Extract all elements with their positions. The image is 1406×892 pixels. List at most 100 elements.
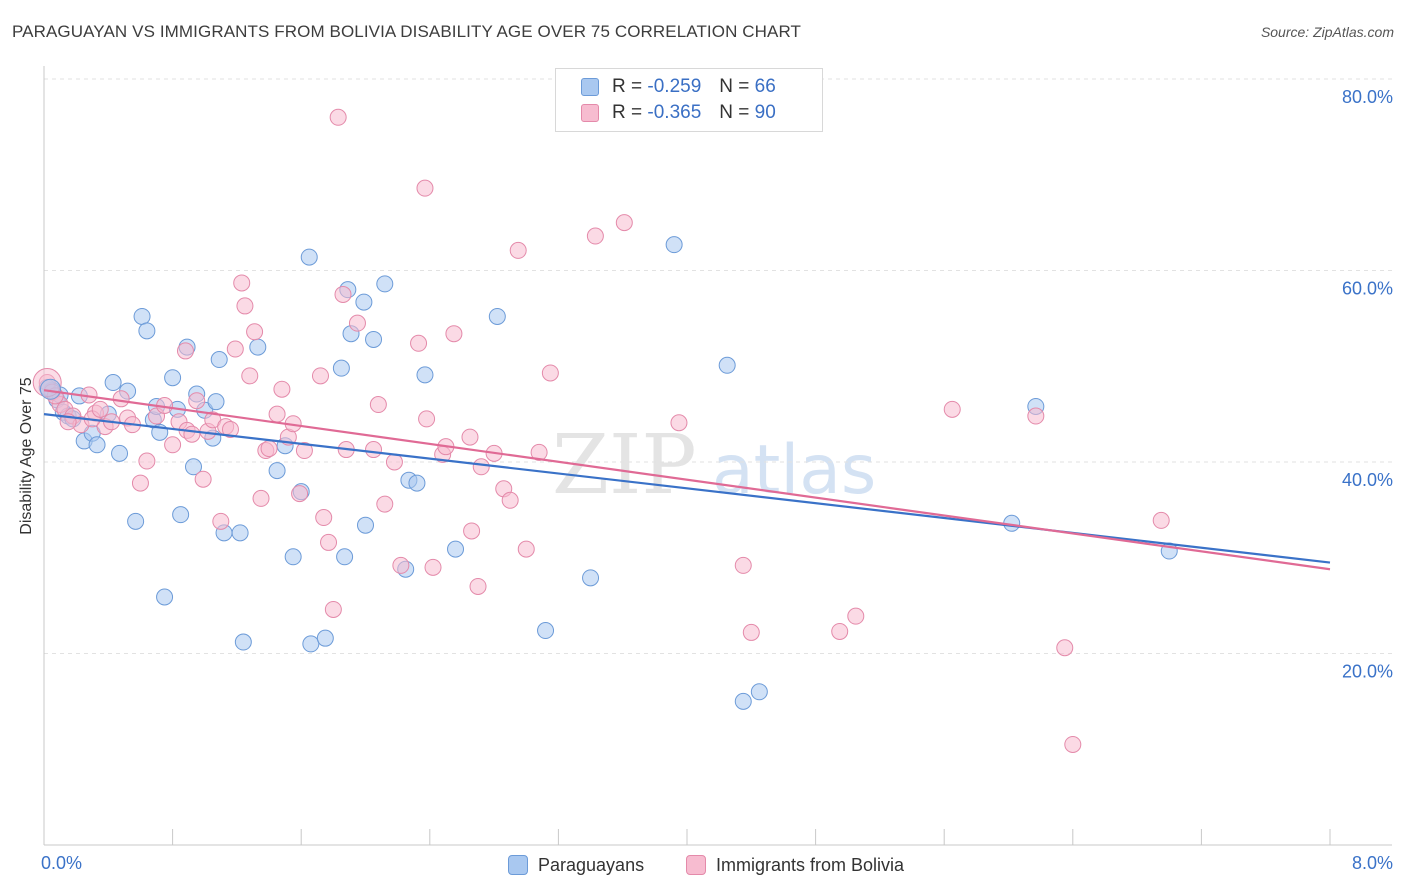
- bolivia-point: [246, 323, 264, 341]
- legend-n-label: N =: [719, 102, 750, 123]
- x-tick-label: 0.0%: [41, 853, 82, 873]
- chart-title: PARAGUAYAN VS IMMIGRANTS FROM BOLIVIA DI…: [12, 22, 802, 41]
- bolivia-point: [348, 314, 366, 332]
- bolivia-point: [472, 458, 490, 476]
- bolivia-point: [742, 623, 760, 641]
- bolivia-point: [517, 540, 535, 558]
- bolivia-point: [392, 556, 410, 574]
- bottom-legend-swatch-paraguayans: [508, 855, 528, 875]
- paraguayan-point: [268, 462, 286, 480]
- paraguayan-point: [665, 236, 683, 254]
- bolivia-point: [847, 607, 865, 625]
- bolivia-point: [416, 179, 434, 197]
- paraguayan-point: [488, 307, 506, 325]
- bolivia-point: [670, 414, 688, 432]
- paraguayan-point: [734, 692, 752, 710]
- bolivia-point: [221, 420, 239, 438]
- bolivia-point: [501, 491, 519, 509]
- legend-n-value: 66: [754, 76, 776, 97]
- y-tick-label: 40.0%: [1342, 470, 1393, 490]
- paraguayan-point: [88, 436, 106, 454]
- paraguayan-point: [111, 444, 129, 462]
- bolivia-point: [365, 441, 383, 459]
- bolivia-point: [320, 533, 338, 551]
- paraguayan-point: [133, 307, 151, 325]
- bolivia-point: [315, 509, 333, 527]
- bolivia-point: [530, 443, 548, 461]
- y-tick-label: 60.0%: [1342, 279, 1393, 299]
- bolivia-point: [615, 214, 633, 232]
- bolivia-point: [131, 474, 149, 492]
- bolivia-point: [176, 342, 194, 360]
- paraguayan-point: [184, 458, 202, 476]
- paraguayan-point: [750, 683, 768, 701]
- bolivia-point: [91, 400, 109, 418]
- bolivia-point: [410, 334, 428, 352]
- paraguayan-point: [316, 629, 334, 647]
- x-tick-label: 8.0%: [1352, 853, 1393, 873]
- paraguayan-point: [231, 524, 249, 542]
- bolivia-point: [734, 556, 752, 574]
- bolivia-point: [461, 428, 479, 446]
- bolivia-point: [212, 512, 230, 530]
- bolivia-point: [445, 325, 463, 343]
- paraguayan-point: [365, 330, 383, 348]
- legend-r-label: R =: [612, 76, 643, 97]
- bolivia-point: [252, 489, 270, 507]
- bolivia-point: [233, 274, 251, 292]
- bottom-legend-label-paraguayans: Paraguayans: [538, 854, 645, 875]
- paraguayan-point: [447, 540, 465, 558]
- bolivia-point: [188, 392, 206, 410]
- bolivia-point: [329, 108, 347, 126]
- bolivia-point: [311, 367, 329, 385]
- y-tick-label: 80.0%: [1342, 87, 1393, 107]
- legend-n-label: N =: [719, 76, 750, 97]
- paraguayan-point: [357, 516, 374, 534]
- bolivia-point: [194, 470, 212, 488]
- bolivia-point: [164, 436, 182, 454]
- paraguayan-point: [336, 548, 354, 566]
- bottom-legend-swatch-bolivia: [686, 855, 706, 875]
- paraguayan-point: [172, 506, 190, 524]
- bolivia-point: [324, 600, 342, 618]
- paraguayan-point: [104, 374, 122, 392]
- paraguayan-trend-line: [43, 413, 1331, 564]
- bolivia-point: [334, 285, 352, 303]
- bolivia-point: [586, 227, 604, 245]
- paraguayan-point-cluster: [39, 378, 61, 400]
- bolivia-trend-line: [43, 389, 1331, 571]
- paraguayan-point: [138, 322, 156, 340]
- bolivia-point: [268, 405, 286, 423]
- bolivia-point: [138, 452, 156, 470]
- bottom-legend-label-bolivia: Immigrants from Bolivia: [716, 854, 905, 875]
- bolivia-point: [241, 367, 259, 385]
- stats-legend: R = -0.259 N = 66 R = -0.365 N = 90: [555, 68, 823, 132]
- paraguayan-point: [249, 338, 267, 356]
- paraguayan-point: [718, 356, 736, 374]
- paraguayan-point: [302, 635, 320, 653]
- legend-swatch-paraguayans: [581, 78, 599, 96]
- bolivia-point: [943, 400, 961, 418]
- legend-row-bolivia: R = -0.365 N = 90: [581, 101, 776, 125]
- legend-r-value: -0.259: [647, 76, 702, 97]
- paraguayan-point: [416, 366, 434, 384]
- paraguayan-point: [537, 622, 555, 640]
- bolivia-point: [1064, 735, 1082, 753]
- bolivia-point: [273, 380, 291, 398]
- watermark-atlas: atlas: [712, 431, 876, 510]
- paraguayan-point: [207, 393, 225, 411]
- bolivia-point: [469, 577, 487, 595]
- bolivia-point: [1056, 639, 1074, 657]
- paraguayan-point: [408, 474, 426, 492]
- bolivia-point: [291, 485, 309, 503]
- paraguayan-point: [127, 512, 145, 530]
- bolivia-point: [463, 522, 481, 540]
- paraguayan-point: [582, 569, 600, 587]
- bolivia-point: [260, 440, 278, 458]
- paraguayan-point: [284, 548, 302, 566]
- legend-row-paraguayans: R = -0.259 N = 66: [581, 75, 776, 99]
- bottom-legend-bolivia: Immigrants from Bolivia: [686, 852, 904, 878]
- legend-n-value: 90: [754, 102, 776, 123]
- paraguayan-point: [156, 588, 174, 606]
- bolivia-point: [509, 241, 527, 259]
